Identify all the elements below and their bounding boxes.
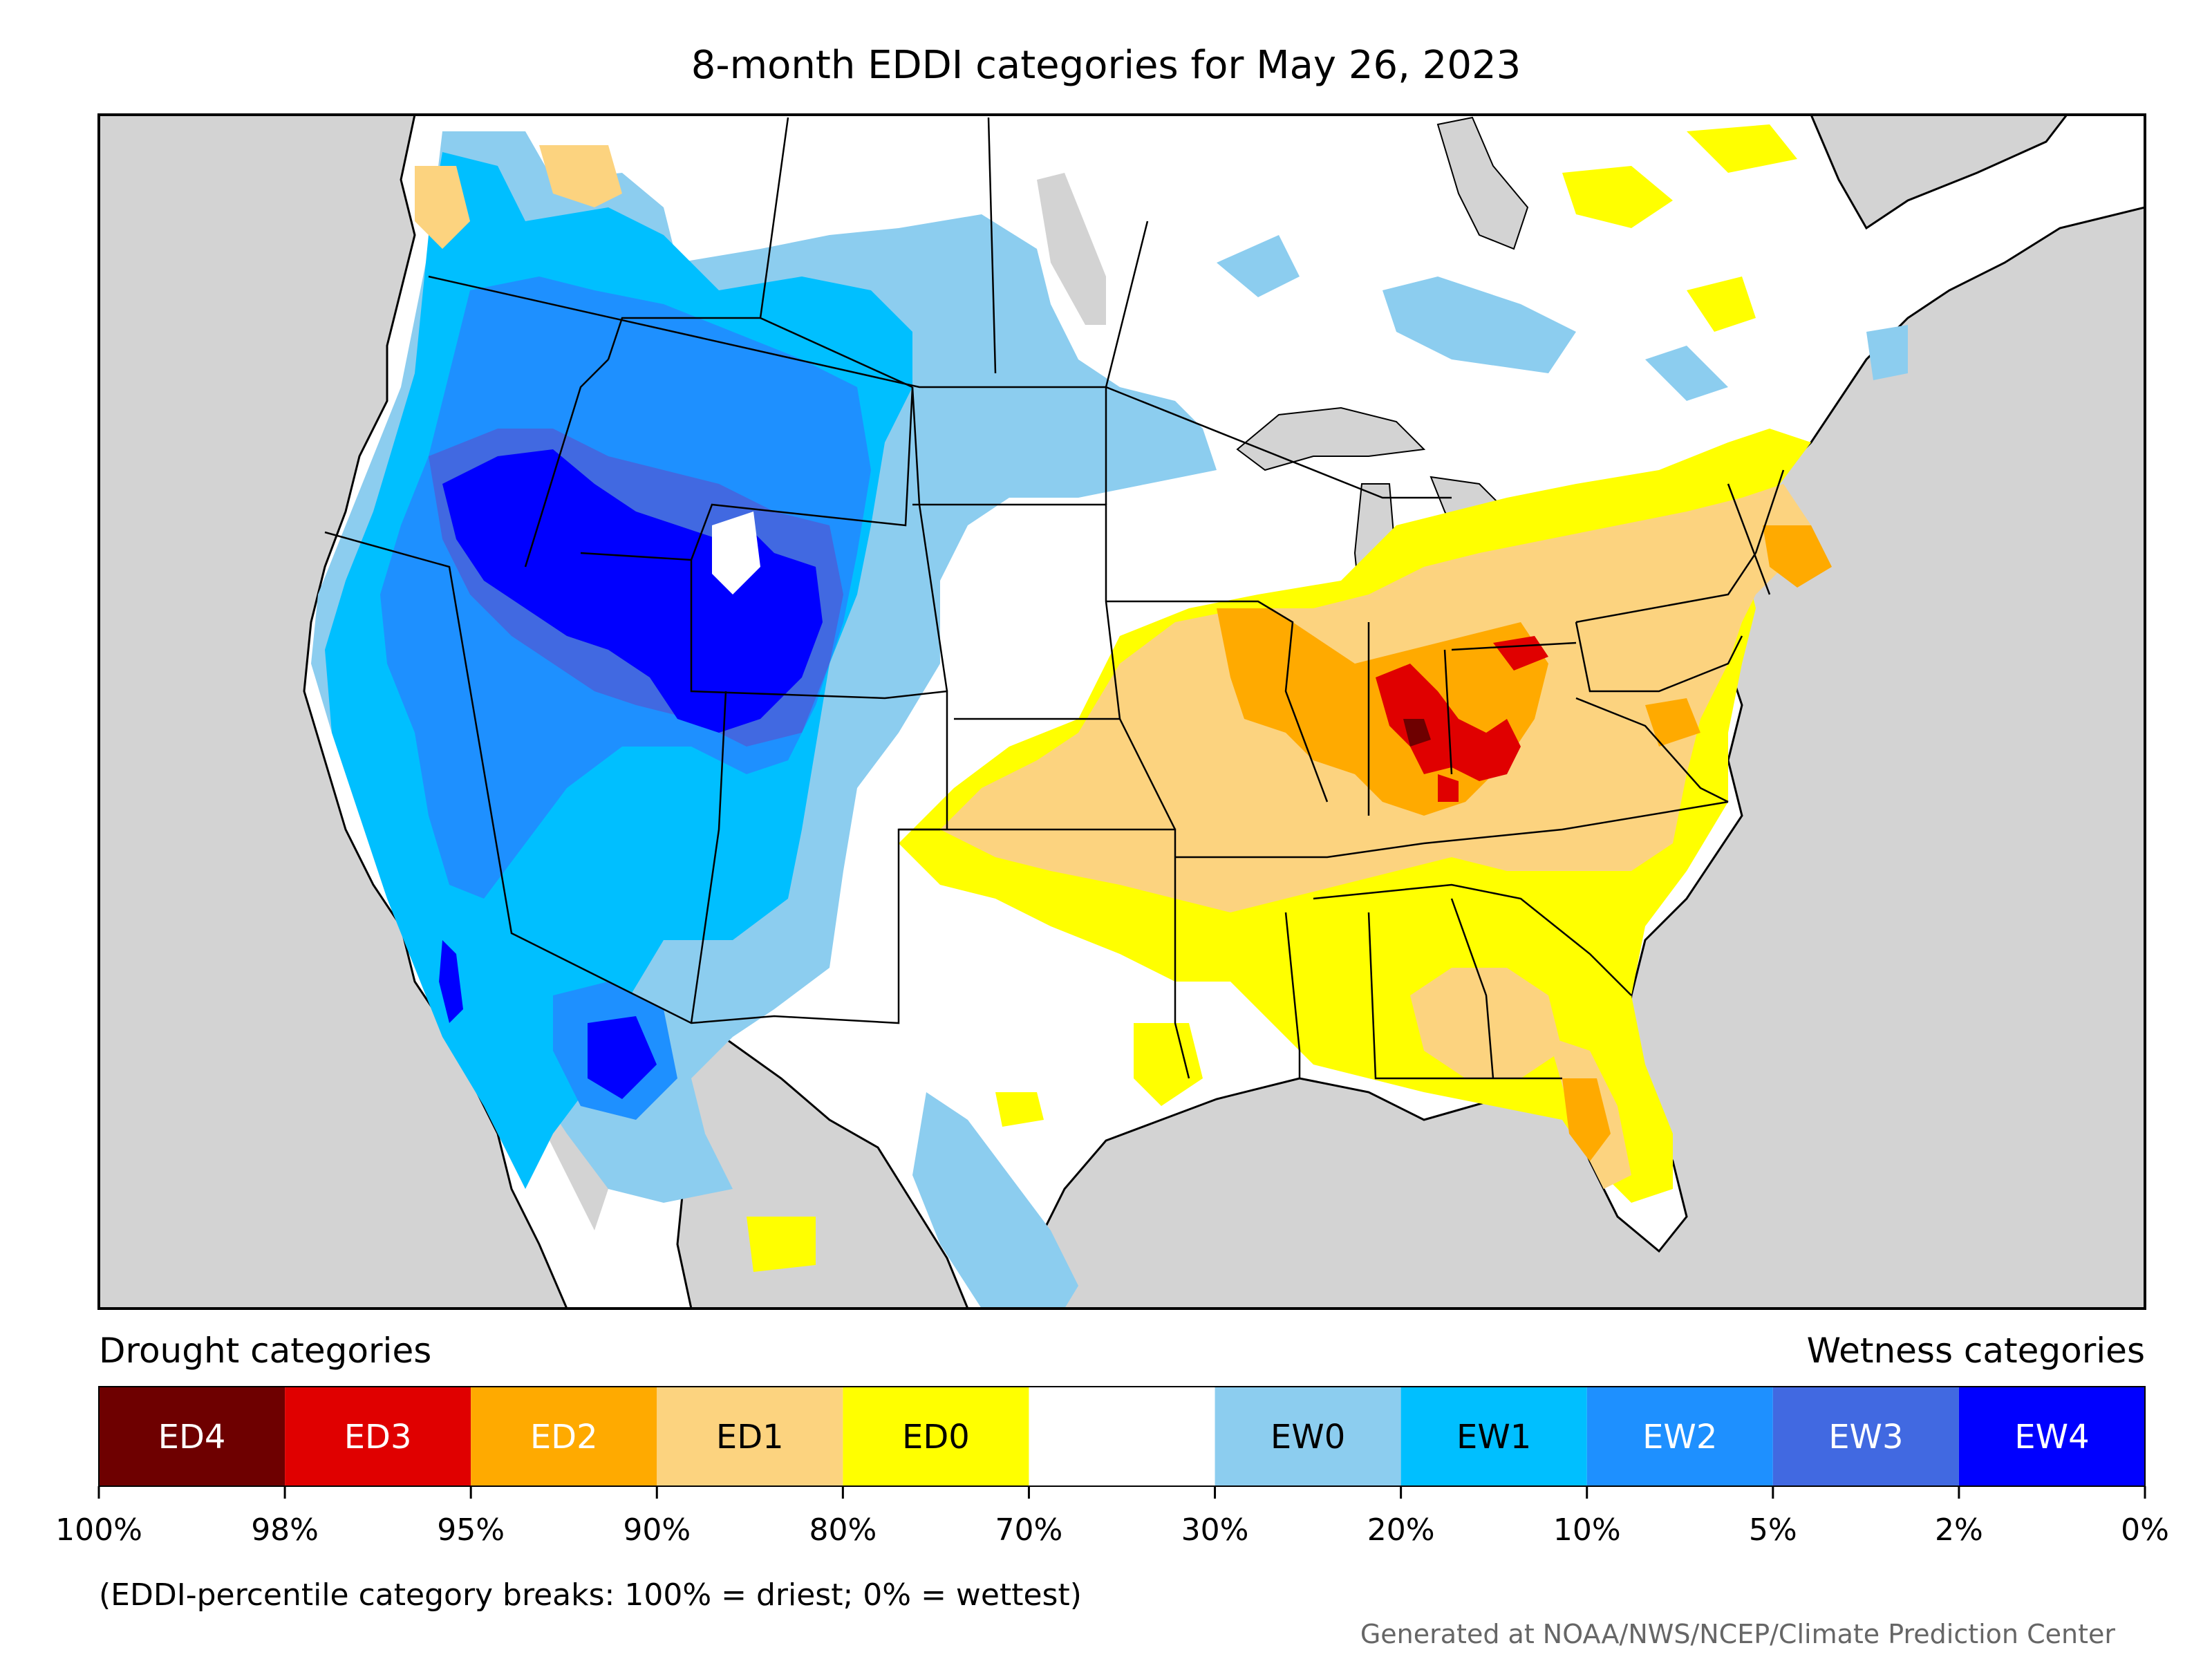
percentile-note: (EDDI-percentile category breaks: 100% =… bbox=[99, 1577, 1082, 1613]
legend-tick-label: 10% bbox=[1553, 1512, 1621, 1548]
legend-label-ed0: ED0 bbox=[902, 1418, 970, 1456]
legend-label-ed1: ED1 bbox=[716, 1418, 784, 1456]
legend-swatch-ed1 bbox=[657, 1387, 843, 1486]
ew4-region-coast bbox=[439, 940, 463, 1023]
great-lakes-superior bbox=[1236, 406, 1426, 471]
legend-swatch-ew3 bbox=[1772, 1387, 1959, 1486]
legend-swatch-ew1 bbox=[1400, 1387, 1587, 1486]
drought-categories-heading: Drought categories bbox=[99, 1331, 432, 1371]
ed1-region-canada bbox=[539, 145, 622, 207]
legend-swatch-neutral bbox=[1029, 1387, 1215, 1486]
ew4-region bbox=[442, 449, 823, 733]
legend-label-ed4: ED4 bbox=[158, 1418, 226, 1456]
hudson-bay bbox=[1436, 116, 1529, 250]
legend-label-ew4: EW4 bbox=[2014, 1418, 2089, 1456]
ed3-region bbox=[1376, 636, 1548, 802]
ed4-region bbox=[1403, 719, 1431, 747]
legend-tick-label: 80% bbox=[809, 1512, 877, 1548]
ew0-region-canada bbox=[1217, 235, 1908, 401]
legend-swatch-ew4 bbox=[1958, 1387, 2145, 1486]
legend-frame bbox=[98, 1386, 2146, 1487]
legend-label-ed2: ED2 bbox=[530, 1418, 598, 1456]
legend-swatch-ed2 bbox=[471, 1387, 657, 1486]
legend-swatch-ed0 bbox=[843, 1387, 1029, 1486]
ed0-region-texas bbox=[747, 1023, 1203, 1272]
legend-tick-label: 5% bbox=[1749, 1512, 1797, 1548]
legend-tick-label: 98% bbox=[251, 1512, 319, 1548]
legend-tick-label: 100% bbox=[55, 1512, 142, 1548]
legend-label-ew0: EW0 bbox=[1271, 1418, 1345, 1456]
legend-swatch-ed3 bbox=[285, 1387, 471, 1486]
political-borders bbox=[324, 117, 1785, 1080]
legend-tick-label: 95% bbox=[437, 1512, 505, 1548]
ed2-region-florida bbox=[1562, 1078, 1611, 1161]
ed0-region-canada bbox=[1562, 124, 1797, 332]
legend-tick-label: 0% bbox=[2121, 1512, 2169, 1548]
legend-label-ew1: EW1 bbox=[1456, 1418, 1531, 1456]
legend-swatch-ew0 bbox=[1215, 1387, 1401, 1486]
map-frame bbox=[97, 113, 2146, 1310]
legend-label-ed3: ED3 bbox=[344, 1418, 412, 1456]
legend-tick-label: 30% bbox=[1181, 1512, 1249, 1548]
legend-label-ew3: EW3 bbox=[1828, 1418, 1903, 1456]
legend-swatch-ed4 bbox=[99, 1387, 285, 1486]
ew0-region-texas bbox=[912, 1092, 1078, 1309]
ed2-region-northeast bbox=[1645, 525, 1832, 747]
legend-swatch-ew2 bbox=[1586, 1387, 1773, 1486]
legend-tick-label: 70% bbox=[995, 1512, 1063, 1548]
legend-label-ew2: EW2 bbox=[1642, 1418, 1717, 1456]
ed1-region-oregon bbox=[415, 166, 470, 249]
legend-tick-label: 2% bbox=[1935, 1512, 1983, 1548]
legend-tick-label: 20% bbox=[1367, 1512, 1435, 1548]
lake-winnipeg bbox=[1037, 173, 1106, 325]
wetness-categories-heading: Wetness categories bbox=[1806, 1331, 2145, 1371]
map-title: 8-month EDDI categories for May 26, 2023 bbox=[691, 43, 1521, 88]
eddi-map bbox=[97, 113, 2146, 1310]
legend-tick-label: 90% bbox=[623, 1512, 691, 1548]
white-pocket-wyoming bbox=[712, 512, 760, 594]
ew4-region-arizona bbox=[588, 1016, 657, 1099]
credit-line: Generated at NOAA/NWS/NCEP/Climate Predi… bbox=[1360, 1619, 2115, 1649]
